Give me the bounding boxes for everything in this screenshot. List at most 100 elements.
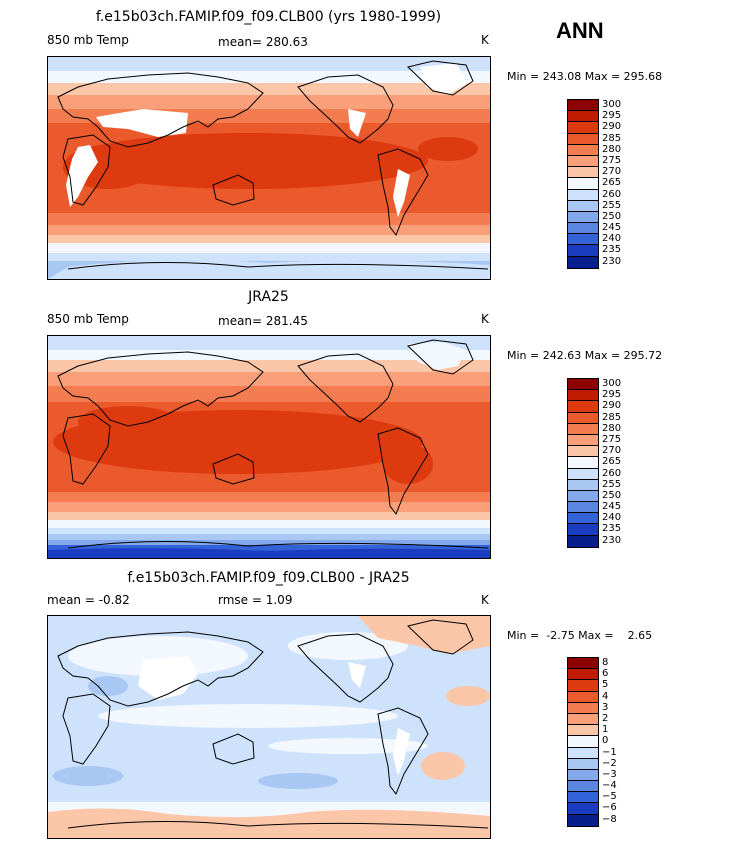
panel-3-colorbar-ticks: 8 6 5 4 3 2 1 0 −1 −2 −3 −4 −5 −6 −8 [602,657,617,825]
colorbar-tick-label: 1 [602,724,609,736]
colorbar-segment [568,122,598,134]
colorbar-tick-label: 275 [602,433,622,445]
panel-2-map-graphic [48,336,490,558]
colorbar-tick-label: 285 [602,411,622,423]
colorbar-tick-label: 8 [602,657,609,668]
colorbar-segment [568,200,598,212]
colorbar-tick-label: 2 [602,712,609,724]
colorbar-tick-label: 4 [602,690,609,702]
panel-1-variable-label: 850 mb Temp [47,33,129,47]
colorbar-tick-label: 235 [602,523,622,535]
colorbar-tick-label: 230 [602,534,622,546]
colorbar-segment [568,680,598,692]
panel-2-mean-label: mean= 281.45 [218,314,308,328]
colorbar-segment [568,535,598,547]
colorbar-tick-label: 300 [602,99,622,110]
colorbar-segment [568,758,598,770]
colorbar-tick-label: 275 [602,154,622,166]
panel-3-title: f.e15b03ch.FAMIP.f09_f09.CLB00 - JRA25 [127,570,410,586]
colorbar-tick-label: 230 [602,255,622,267]
colorbar-segment [568,502,598,514]
colorbar-segment [568,446,598,458]
colorbar-segment [568,390,598,402]
panel-2-variable-label: 850 mb Temp [47,312,129,326]
colorbar-tick-label: 285 [602,132,622,144]
colorbar-tick-label: 280 [602,143,622,155]
panel-2-map [47,335,491,559]
colorbar-tick-label: 255 [602,478,622,490]
colorbar-segment [568,725,598,737]
colorbar-segment [568,691,598,703]
panel-3-mean-label: mean = -0.82 [47,593,130,607]
panel-3-colorbar [567,657,599,827]
colorbar-tick-label: 270 [602,445,622,457]
colorbar-tick-label: 245 [602,501,622,513]
colorbar-tick-label: 270 [602,166,622,178]
panel-1-title: f.e15b03ch.FAMIP.f09_f09.CLB00 (yrs 1980… [95,9,442,25]
panel-3-map [47,615,491,839]
colorbar-segment [568,658,598,670]
colorbar-segment [568,434,598,447]
panel-1-colorbar [567,99,599,269]
colorbar-segment [568,256,598,268]
colorbar-segment [568,747,598,759]
colorbar-segment [568,100,598,112]
colorbar-segment [568,702,598,714]
colorbar-segment [568,524,598,536]
colorbar-tick-label: 245 [602,222,622,234]
colorbar-tick-label: 295 [602,389,622,401]
colorbar-tick-label: 280 [602,422,622,434]
colorbar-segment [568,736,598,748]
colorbar-segment [568,412,598,424]
colorbar-segment [568,769,598,782]
colorbar-tick-label: 265 [602,456,622,468]
colorbar-tick-label: 250 [602,489,622,501]
colorbar-tick-label: −3 [602,768,617,780]
colorbar-tick-label: 3 [602,701,609,713]
colorbar-tick-label: −2 [602,757,617,769]
colorbar-segment [568,490,598,503]
colorbar-tick-label: 290 [602,400,622,412]
colorbar-tick-label: 250 [602,210,622,222]
colorbar-tick-label: 260 [602,188,622,200]
panel-2-colorbar [567,378,599,548]
panel-1-minmax: Min = 243.08 Max = 295.68 [507,70,663,83]
panel-3-rmse-label: rmse = 1.09 [218,593,293,607]
panel-2-minmax: Min = 242.63 Max = 295.72 [507,349,663,362]
colorbar-segment [568,234,598,246]
colorbar-segment [568,178,598,190]
colorbar-tick-label: −1 [602,746,617,758]
panel-1-units-label: K [481,33,489,47]
panel-1-mean-label: mean= 280.63 [218,35,308,49]
panel-1-colorbar-ticks: 300 295 290 285 280 275 270 265 260 255 250 245 240 2… [602,99,621,267]
colorbar-tick-label: −5 [602,791,617,803]
colorbar-segment [568,223,598,235]
colorbar-segment [568,423,598,435]
colorbar-tick-label: 240 [602,512,622,524]
panel-3-minmax: Min = -2.75 Max = 2.65 [507,629,653,642]
colorbar-segment [568,144,598,156]
colorbar-segment [568,814,598,826]
season-label: ANN [556,18,604,43]
colorbar-segment [568,133,598,145]
panel-3-map-graphic [48,616,490,838]
colorbar-tick-label: 265 [602,177,622,189]
colorbar-tick-label: −4 [602,780,617,792]
colorbar-segment [568,669,598,681]
colorbar-segment [568,479,598,491]
colorbar-tick-label: 260 [602,467,622,479]
colorbar-tick-label: 295 [602,110,622,122]
colorbar-segment [568,401,598,413]
colorbar-segment [568,468,598,480]
panel-2-units-label: K [481,312,489,326]
colorbar-segment [568,245,598,257]
colorbar-tick-label: 6 [602,668,609,680]
panel-2-title: JRA25 [248,289,289,305]
colorbar-tick-label: 290 [602,121,622,133]
colorbar-segment [568,379,598,391]
panel-2-colorbar-ticks: 300 295 290 285 280 275 270 265 260 255 250 245 240 2… [602,378,621,546]
colorbar-segment [568,792,598,804]
panel-1-map-graphic [48,57,490,279]
colorbar-tick-label: 5 [602,679,609,691]
colorbar-tick-label: −6 [602,802,617,814]
